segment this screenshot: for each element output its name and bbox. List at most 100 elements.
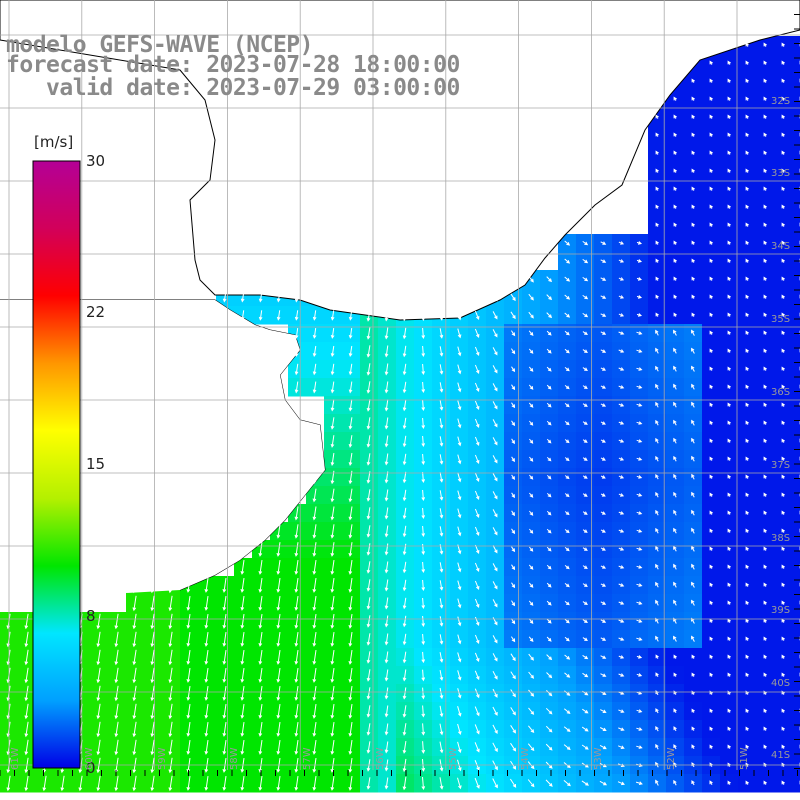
wind-arrow [546,474,552,480]
wind-arrow [781,618,785,623]
wind-arrow [492,545,498,554]
wind-arrow [709,240,713,245]
wind-arrow [781,60,785,65]
wind-arrow [366,291,371,304]
wind-arrow [132,649,137,666]
wind-arrow [330,704,335,719]
wind-arrow [204,614,209,629]
wind-arrow [600,583,606,587]
wind-arrow [402,776,407,791]
wind-arrow [366,579,371,592]
wind-arrow [636,673,643,677]
wind-arrow [402,741,407,754]
wind-arrow [655,276,659,281]
wind-arrow [727,636,731,641]
wind-arrow [582,547,588,551]
wind-arrow [348,435,353,448]
wind-arrow [636,565,643,569]
wind-arrow [546,294,553,301]
wind-arrow [563,708,571,714]
wind-arrow [691,509,695,516]
wind-arrow [673,581,677,588]
wind-speed-cell [792,666,800,685]
wind-arrow [457,382,462,393]
wind-arrow [655,186,659,191]
wind-arrow [457,526,462,537]
wind-arrow [545,779,553,787]
wind-arrow [709,528,713,533]
wind-arrow [781,744,785,749]
wind-arrow [529,456,534,462]
wind-arrow [709,456,713,461]
wind-arrow [763,348,767,353]
wind-arrow [402,399,407,412]
wind-arrow [42,775,47,792]
wind-arrow [528,689,535,697]
wind-arrow [727,384,731,389]
wind-arrow [240,596,245,611]
wind-arrow [258,722,263,737]
wind-arrow [781,780,785,785]
wind-arrow [222,650,227,665]
wind-arrow [312,292,317,303]
wind-arrow [655,347,659,354]
lon-label: 60W [84,747,95,770]
wind-arrow [474,706,480,717]
wind-arrow [673,419,677,426]
wind-arrow [727,258,731,263]
wind-arrow [457,274,462,285]
wind-arrow [546,510,552,516]
wind-arrow [709,618,713,623]
wind-arrow [655,258,659,263]
wind-arrow [96,667,101,684]
wind-arrow [600,619,607,623]
wind-speed-cell [792,738,800,757]
wind-arrow [691,222,695,227]
wind-arrow [421,669,426,682]
wind-arrow [384,435,389,448]
wind-arrow [618,475,625,479]
wind-arrow [492,527,498,536]
wind-arrow [240,578,245,593]
wind-arrow [636,475,643,479]
wind-arrow [673,383,677,390]
wind-arrow [618,421,625,425]
wind-arrow [348,578,353,593]
wind-speed-cell [792,198,800,217]
wind-arrow [348,668,353,683]
wind-arrow [168,775,173,792]
wind-arrow [294,560,299,575]
wind-arrow [691,708,695,713]
wind-arrow [655,419,659,426]
wind-arrow [276,560,281,575]
wind-arrow [582,439,588,443]
wind-arrow [330,417,335,430]
wind-arrow [384,399,389,412]
wind-arrow [492,383,498,392]
wind-arrow [222,776,227,791]
wind-arrow [745,564,749,569]
wind-arrow [492,437,498,446]
wind-arrow [636,493,643,497]
wind-speed-cell [792,216,800,235]
lat-label: 33S [771,168,791,179]
wind-arrow [636,511,643,515]
wind-arrow [330,524,335,539]
wind-arrow [421,309,426,322]
wind-arrow [457,454,462,465]
wind-arrow [745,546,749,551]
wind-arrow [384,561,389,574]
wind-arrow [240,310,245,321]
wind-arrow [563,726,571,732]
wind-arrow [330,292,335,303]
wind-arrow [546,330,552,336]
wind-arrow [168,703,173,720]
wind-arrow [691,365,695,372]
wind-arrow [439,652,444,663]
wind-arrow [492,688,498,698]
wind-arrow [474,310,480,320]
wind-arrow [636,529,643,533]
wind-arrow [402,435,407,448]
wind-arrow [384,363,389,376]
wind-arrow [636,241,643,245]
